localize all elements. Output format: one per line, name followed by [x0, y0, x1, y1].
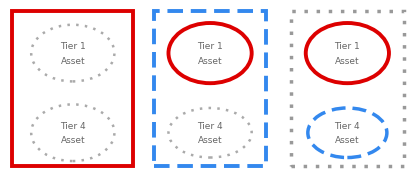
Text: Tier 1: Tier 1	[197, 42, 223, 51]
Text: Tier 4: Tier 4	[334, 122, 360, 131]
Text: Asset: Asset	[198, 57, 223, 65]
Text: Asset: Asset	[198, 136, 223, 145]
Text: Tier 4: Tier 4	[197, 122, 223, 131]
Text: Asset: Asset	[60, 136, 85, 145]
Text: Tier 1: Tier 1	[334, 42, 360, 51]
Text: Asset: Asset	[60, 57, 85, 65]
Ellipse shape	[306, 23, 389, 83]
Ellipse shape	[308, 108, 387, 158]
Ellipse shape	[31, 104, 114, 161]
Text: Asset: Asset	[335, 136, 360, 145]
Text: Tier 4: Tier 4	[60, 122, 86, 131]
Ellipse shape	[168, 108, 252, 158]
Ellipse shape	[168, 23, 252, 83]
Ellipse shape	[31, 25, 114, 81]
Text: Asset: Asset	[335, 57, 360, 65]
Text: Tier 1: Tier 1	[60, 42, 86, 51]
